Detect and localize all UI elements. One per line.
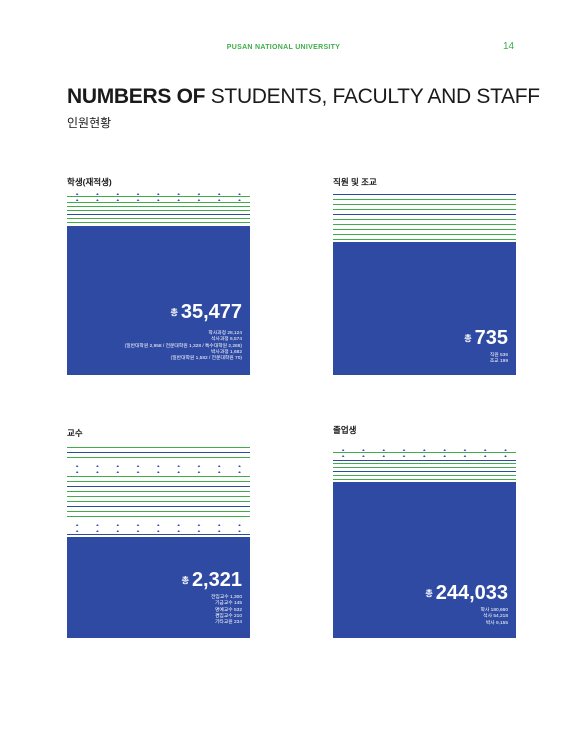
page-subtitle: 인원현황: [67, 116, 112, 130]
graduates-total-prefix: 총: [425, 589, 433, 598]
students-detail-3: (일반대학원 2,958 / 전문대학원 1,328 / 특수대학원 2,288…: [124, 343, 242, 349]
graduates-detail-3: 박사 9,155: [485, 620, 508, 626]
faculty-total-prefix: 총: [181, 576, 189, 585]
header-university: PUSAN NATIONAL UNIVERSITY: [226, 44, 341, 51]
students-detail-1: 학사과정 28,124: [208, 331, 242, 336]
title-rest: STUDENTS, FACULTY AND STAFF: [205, 85, 540, 108]
graduates-detail-2: 석사 54,218: [483, 614, 508, 620]
staff-label: 직원 및 조교: [333, 177, 377, 187]
students-detail-4: 박사과정 1,682: [211, 349, 242, 355]
faculty-detail-2: 기금교수 145: [215, 601, 242, 607]
faculty-detail-1: 전임교수 1,300: [211, 595, 242, 600]
students-panel: 총 35,477 학사과정 28,124 석사과정 6,574 (일반대학원 2,…: [67, 193, 250, 375]
students-total: 35,477: [180, 301, 242, 323]
page-title: NUMBERS OF STUDENTS, FACULTY AND STAFF: [67, 85, 540, 109]
staff-total-prefix: 총: [464, 334, 472, 343]
students-detail-2: 석사과정 6,574: [211, 337, 242, 343]
students-detail-5: (일반대학원 1,582 / 전문대학원 70): [170, 356, 242, 362]
staff-detail-1: 직원 536: [489, 353, 508, 358]
graduates-total: 244,033: [435, 582, 508, 604]
faculty-panel: 총 2,321 전임교수 1,300 기금교수 145 명예교수 532 겸임교수…: [67, 446, 250, 638]
staff-panel: 총 735 직원 536 조교 199: [333, 193, 516, 375]
graduates-detail-1: 학사 180,660: [480, 608, 509, 613]
students-total-prefix: 총: [170, 308, 178, 317]
faculty-total: 2,321: [191, 569, 242, 591]
faculty-detail-4: 겸임교수 210: [215, 613, 242, 619]
graduates-label: 졸업생: [333, 425, 357, 435]
graduates-panel: 총 244,033 학사 180,660 석사 54,218 박사 9,155: [333, 446, 516, 638]
students-label: 학생(재적생): [67, 177, 112, 187]
staff-total: 735: [474, 327, 508, 349]
staff-detail-2: 조교 199: [489, 359, 508, 365]
title-bold: NUMBERS OF: [67, 85, 206, 108]
faculty-label: 교수: [67, 428, 83, 438]
page-number: 14: [503, 41, 515, 52]
faculty-detail-5: 기타교원 234: [215, 620, 242, 626]
faculty-detail-3: 명예교수 532: [215, 607, 242, 613]
